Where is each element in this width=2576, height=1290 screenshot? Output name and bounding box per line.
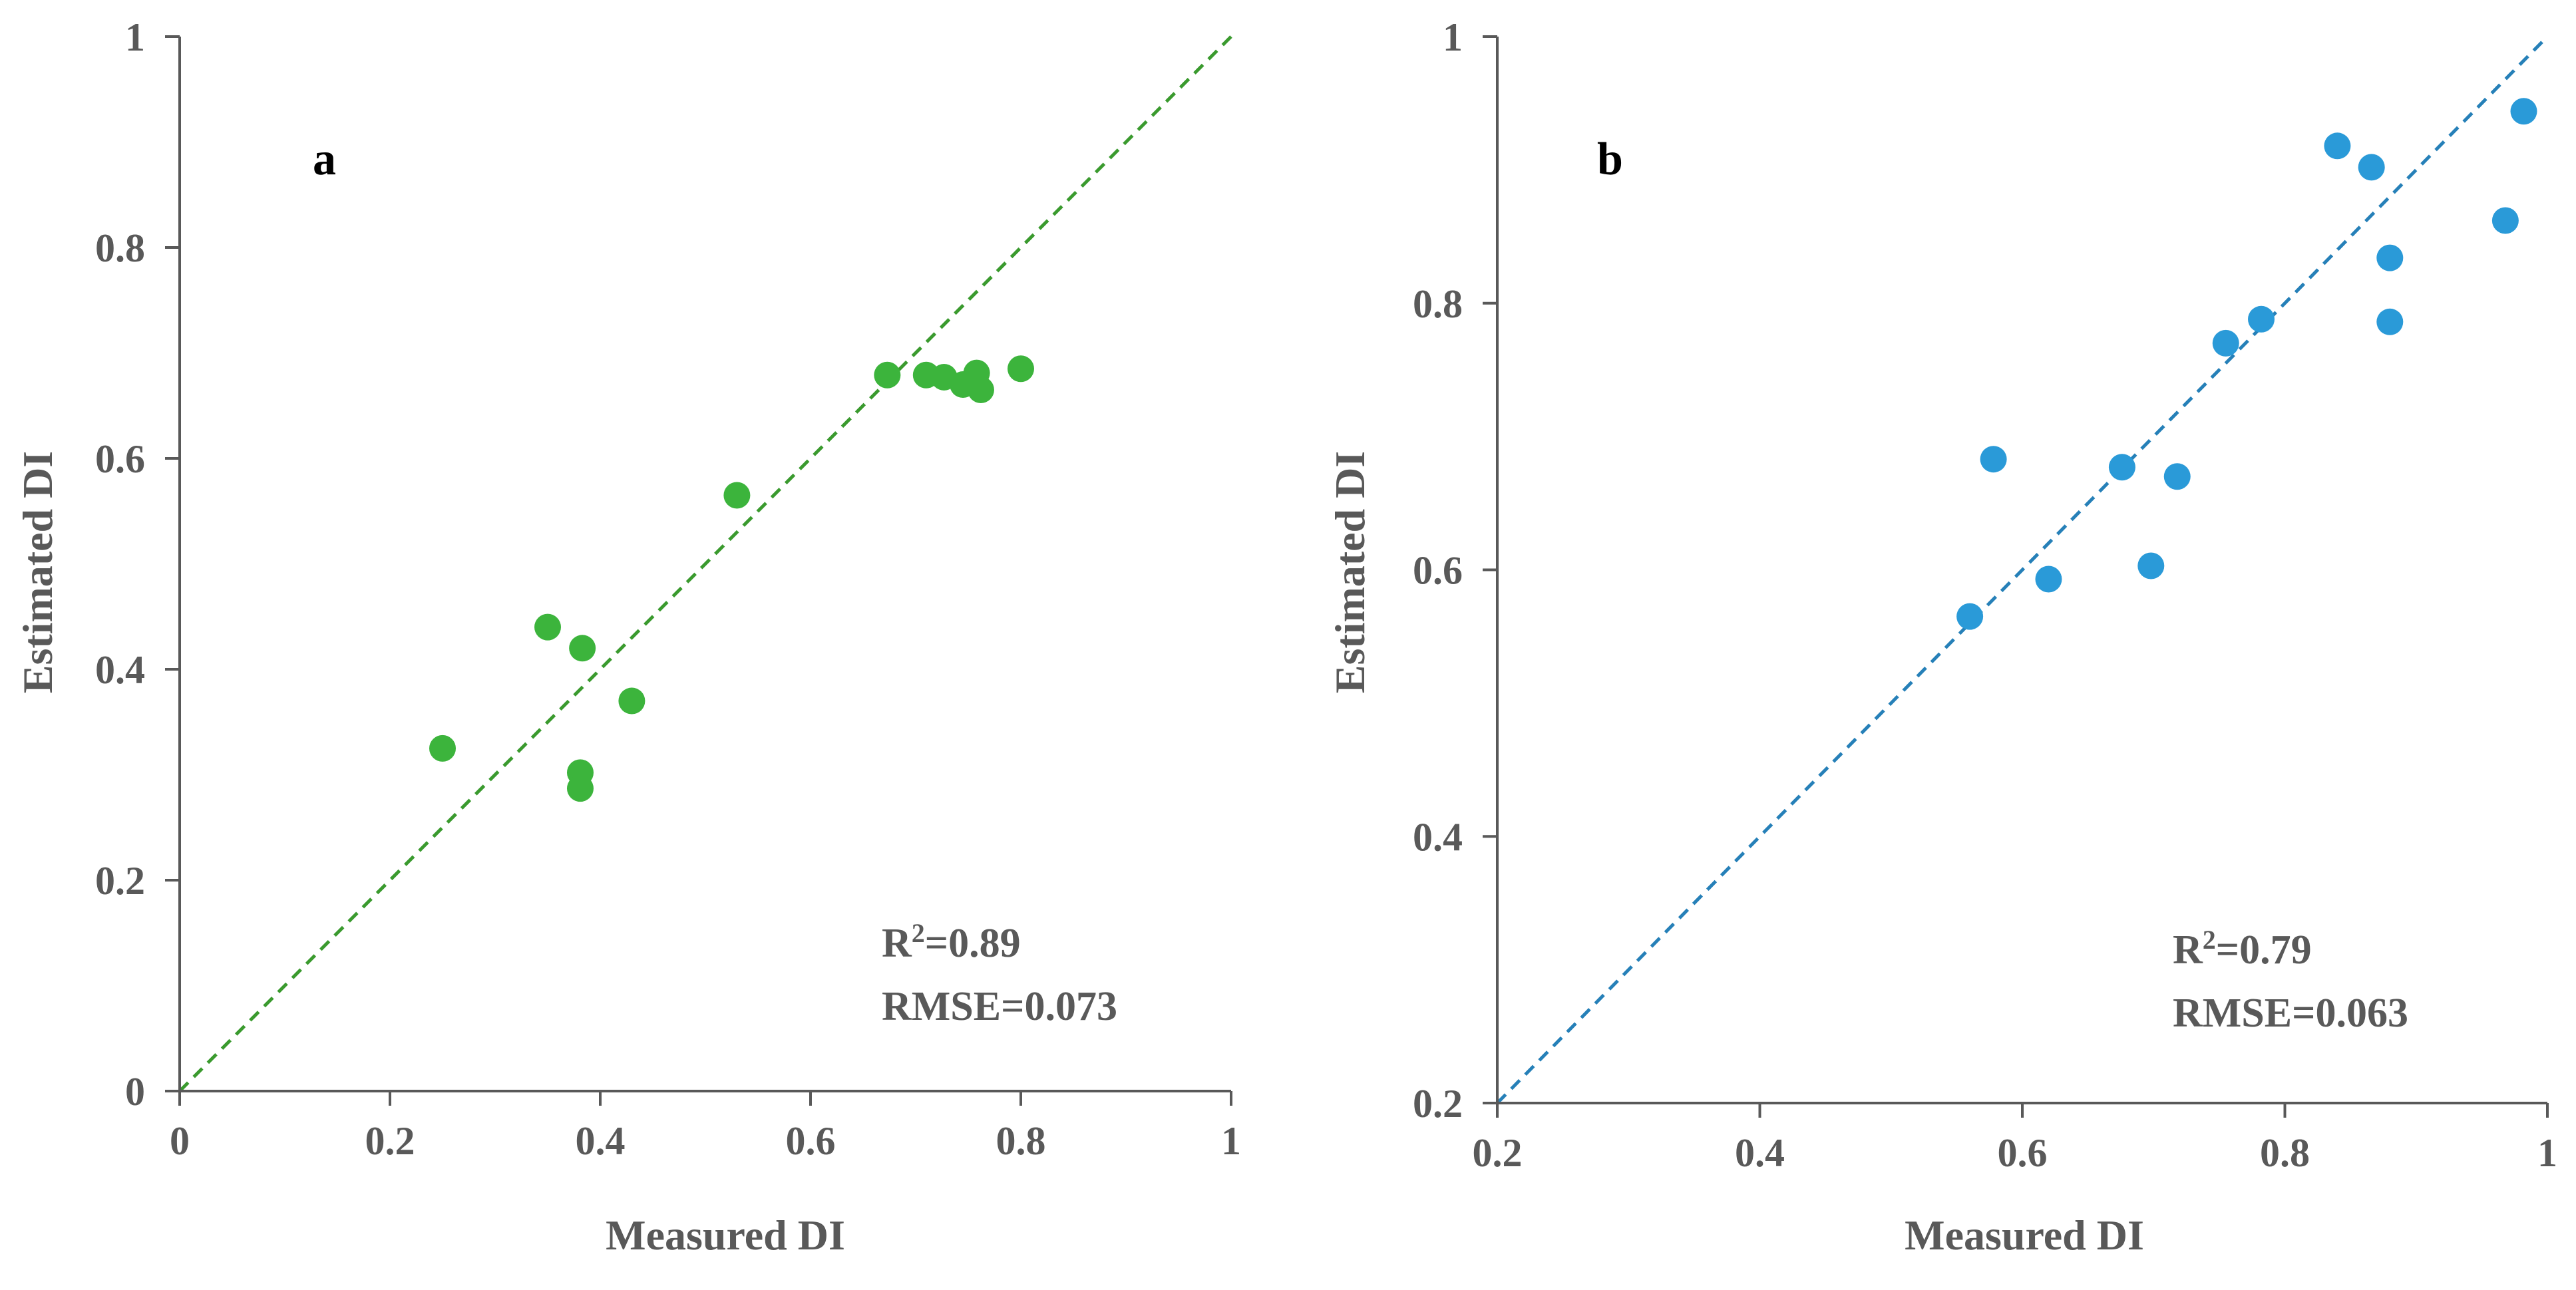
- y-tick-label: 1: [125, 15, 145, 59]
- r2-sup: 2: [912, 918, 925, 948]
- reference-line-group: [1496, 35, 2549, 1104]
- y-tick-label: 1: [1443, 15, 1463, 59]
- x-tick-label: 0.2: [365, 1119, 415, 1163]
- rmse-annotation: RMSE=0.073: [882, 984, 1117, 1029]
- y-tick-label: 0.4: [1413, 815, 1463, 859]
- r2-base: R: [2173, 927, 2203, 973]
- data-point: [566, 775, 594, 802]
- data-point: [2324, 132, 2351, 160]
- data-point: [1980, 446, 2007, 473]
- data-point: [2376, 244, 2404, 271]
- data-point: [2163, 463, 2191, 490]
- panel-a: 0 0.2 0.4 0.6 0.8 1 0 0.2 0.4 0.6 0.8 1 a Measured…: [14, 15, 1241, 1259]
- reference-line-group: [178, 35, 1232, 1092]
- data-point: [618, 687, 645, 715]
- y-tick-labels: 0.2 0.4 0.6 0.8 1: [1413, 15, 1463, 1126]
- axes: [165, 35, 1232, 1106]
- scatter-points: [1956, 98, 2537, 630]
- y-tick-label: 0.8: [1413, 282, 1463, 326]
- data-point: [534, 613, 561, 641]
- r2-annotation: R2=0.89: [882, 918, 1021, 966]
- data-point: [723, 482, 751, 509]
- y-tick-label: 0.4: [95, 648, 145, 692]
- y-tick-label: 0.6: [95, 437, 145, 481]
- x-tick-label: 1: [2537, 1131, 2557, 1175]
- panel-b: 0.2 0.4 0.6 0.8 1 0.2 0.4 0.6 0.8 1 b Measured D…: [1326, 15, 2557, 1259]
- x-tick-label: 0: [170, 1119, 190, 1163]
- x-tick-label: 0.6: [786, 1119, 836, 1163]
- data-point: [2137, 552, 2165, 579]
- data-point: [1956, 603, 1984, 630]
- x-tick-label: 0.8: [2260, 1131, 2310, 1175]
- data-point: [2108, 454, 2135, 481]
- data-point: [874, 361, 901, 389]
- data-point: [2491, 207, 2519, 234]
- x-tick-label: 0.8: [996, 1119, 1046, 1163]
- data-point: [2510, 98, 2537, 125]
- scatter-points: [429, 355, 1034, 802]
- x-tick-label: 0.2: [1473, 1131, 1523, 1175]
- rmse-annotation: RMSE=0.063: [2173, 991, 2408, 1036]
- x-tick-labels: 0.2 0.4 0.6 0.8 1: [1473, 1131, 2558, 1175]
- panel-label: b: [1597, 134, 1623, 185]
- data-point: [2376, 308, 2404, 335]
- data-point: [2212, 329, 2239, 357]
- r2-sup: 2: [2203, 925, 2216, 955]
- r2-annotation: R2=0.79: [2173, 925, 2312, 973]
- data-point: [967, 376, 994, 403]
- one-to-one-line: [1496, 35, 2549, 1104]
- one-to-one-line: [178, 35, 1232, 1092]
- x-axis-label: Measured DI: [1905, 1211, 2144, 1259]
- y-tick-labels: 0 0.2 0.4 0.6 0.8 1: [95, 15, 145, 1114]
- panel-label: a: [313, 134, 336, 185]
- y-tick-label: 0.2: [95, 859, 145, 903]
- x-tick-labels: 0 0.2 0.4 0.6 0.8 1: [170, 1119, 1241, 1163]
- data-point: [569, 635, 596, 662]
- data-point: [1008, 355, 1034, 383]
- y-tick-label: 0.2: [1413, 1082, 1463, 1126]
- data-point: [2035, 565, 2062, 593]
- y-axis-label: Estimated DI: [14, 451, 61, 693]
- x-axis-label: Measured DI: [606, 1211, 845, 1259]
- y-axis-label: Estimated DI: [1326, 451, 1374, 693]
- x-tick-label: 0.6: [1998, 1131, 2048, 1175]
- x-tick-label: 0.4: [576, 1119, 626, 1163]
- axes: [1483, 35, 2549, 1118]
- y-tick-label: 0.6: [1413, 549, 1463, 593]
- y-tick-label: 0: [125, 1070, 145, 1114]
- x-tick-label: 1: [1221, 1119, 1241, 1163]
- x-tick-label: 0.4: [1735, 1131, 1785, 1175]
- data-point: [2358, 154, 2385, 181]
- r2-base: R: [882, 921, 912, 966]
- r2-value: =0.79: [2216, 927, 2312, 973]
- data-point: [2247, 305, 2275, 333]
- data-point: [429, 734, 456, 762]
- r2-value: =0.89: [925, 921, 1021, 966]
- y-tick-label: 0.8: [95, 226, 145, 270]
